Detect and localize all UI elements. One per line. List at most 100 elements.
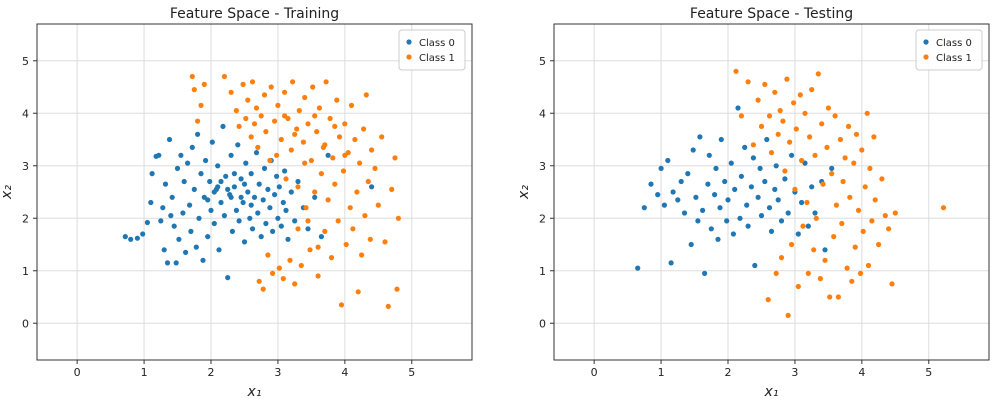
data-point [315,244,321,250]
data-point [748,184,755,190]
data-point [385,303,391,309]
data-point [813,215,819,221]
data-point [728,160,734,166]
data-point [275,102,281,108]
data-point [200,257,206,263]
y-tick-label: 3 [539,160,546,173]
data-point [745,79,751,85]
data-point [312,194,318,200]
data-point [189,73,195,80]
data-point [171,223,177,229]
data-point [260,286,266,292]
data-point [334,97,340,103]
chart-panel-0: 0 1 2 3 4 5 0 1 2 3 4 5 Feature Space - Training x₁ x₂… [0,6,473,400]
data-point [322,228,328,234]
data-point [369,184,375,190]
data-point [742,144,748,150]
data-point [312,113,318,119]
data-point [191,87,197,93]
data-point [872,197,878,203]
data-point [148,199,154,206]
data-point [369,147,375,153]
data-point [305,218,311,224]
data-point [263,129,269,135]
data-point [681,210,688,216]
data-point [272,192,278,198]
data-point [288,189,294,195]
data-point [161,247,167,253]
data-point [240,81,246,87]
data-point [750,142,757,148]
data-point [829,165,835,171]
data-point [235,142,241,148]
data-point [831,234,837,240]
data-point [882,213,888,219]
data-point [189,144,195,150]
data-point [332,181,338,187]
data-point [832,113,838,119]
legend: Class 0 Class 1 [915,29,983,71]
legend-box [915,29,983,71]
data-point [300,139,306,145]
y-tick-label: 2 [22,212,29,225]
data-point [738,173,745,179]
data-point [231,171,237,177]
data-point [833,202,840,208]
data-point [283,176,289,182]
data-point [290,79,296,85]
data-point [860,228,866,234]
data-point [342,152,348,158]
data-point [268,84,274,90]
y-tick-label: 2 [539,212,546,225]
x-tick-label: 3 [791,366,798,379]
data-point [688,241,694,248]
data-point [282,113,288,119]
data-point [375,202,381,208]
data-point [140,231,146,237]
data-point [855,207,862,213]
data-point [718,136,724,143]
data-point [274,152,280,158]
data-point [812,152,818,158]
data-point [668,260,674,266]
data-point [282,89,288,95]
data-point [149,171,155,177]
legend-marker [406,39,412,45]
data-point [791,100,797,106]
y-tick-label: 4 [22,107,29,120]
series-class-1 [189,73,401,309]
data-point [211,220,217,227]
data-point [889,281,895,287]
data-point [236,123,242,129]
data-point [815,71,821,77]
data-point [328,255,335,261]
data-point [238,194,244,200]
data-point [122,234,128,240]
data-point [730,231,737,237]
data-point [658,165,664,171]
data-point [745,223,751,229]
data-point [641,205,647,211]
data-point [267,157,273,164]
data-point [229,228,235,234]
data-point [201,81,207,87]
data-point [225,275,231,281]
data-point [859,147,865,153]
data-point [261,92,268,98]
data-point [308,157,314,164]
data-point [845,123,852,129]
data-point [196,215,202,221]
data-point [332,123,338,129]
data-point [228,152,234,158]
data-point [772,186,778,192]
data-point [218,178,224,185]
data-point [193,244,199,250]
data-point [712,192,718,198]
data-point [144,219,150,226]
y-tick-label: 0 [22,317,29,330]
data-point [322,142,328,148]
data-point [310,84,316,90]
x-tick-label: 1 [658,366,665,379]
